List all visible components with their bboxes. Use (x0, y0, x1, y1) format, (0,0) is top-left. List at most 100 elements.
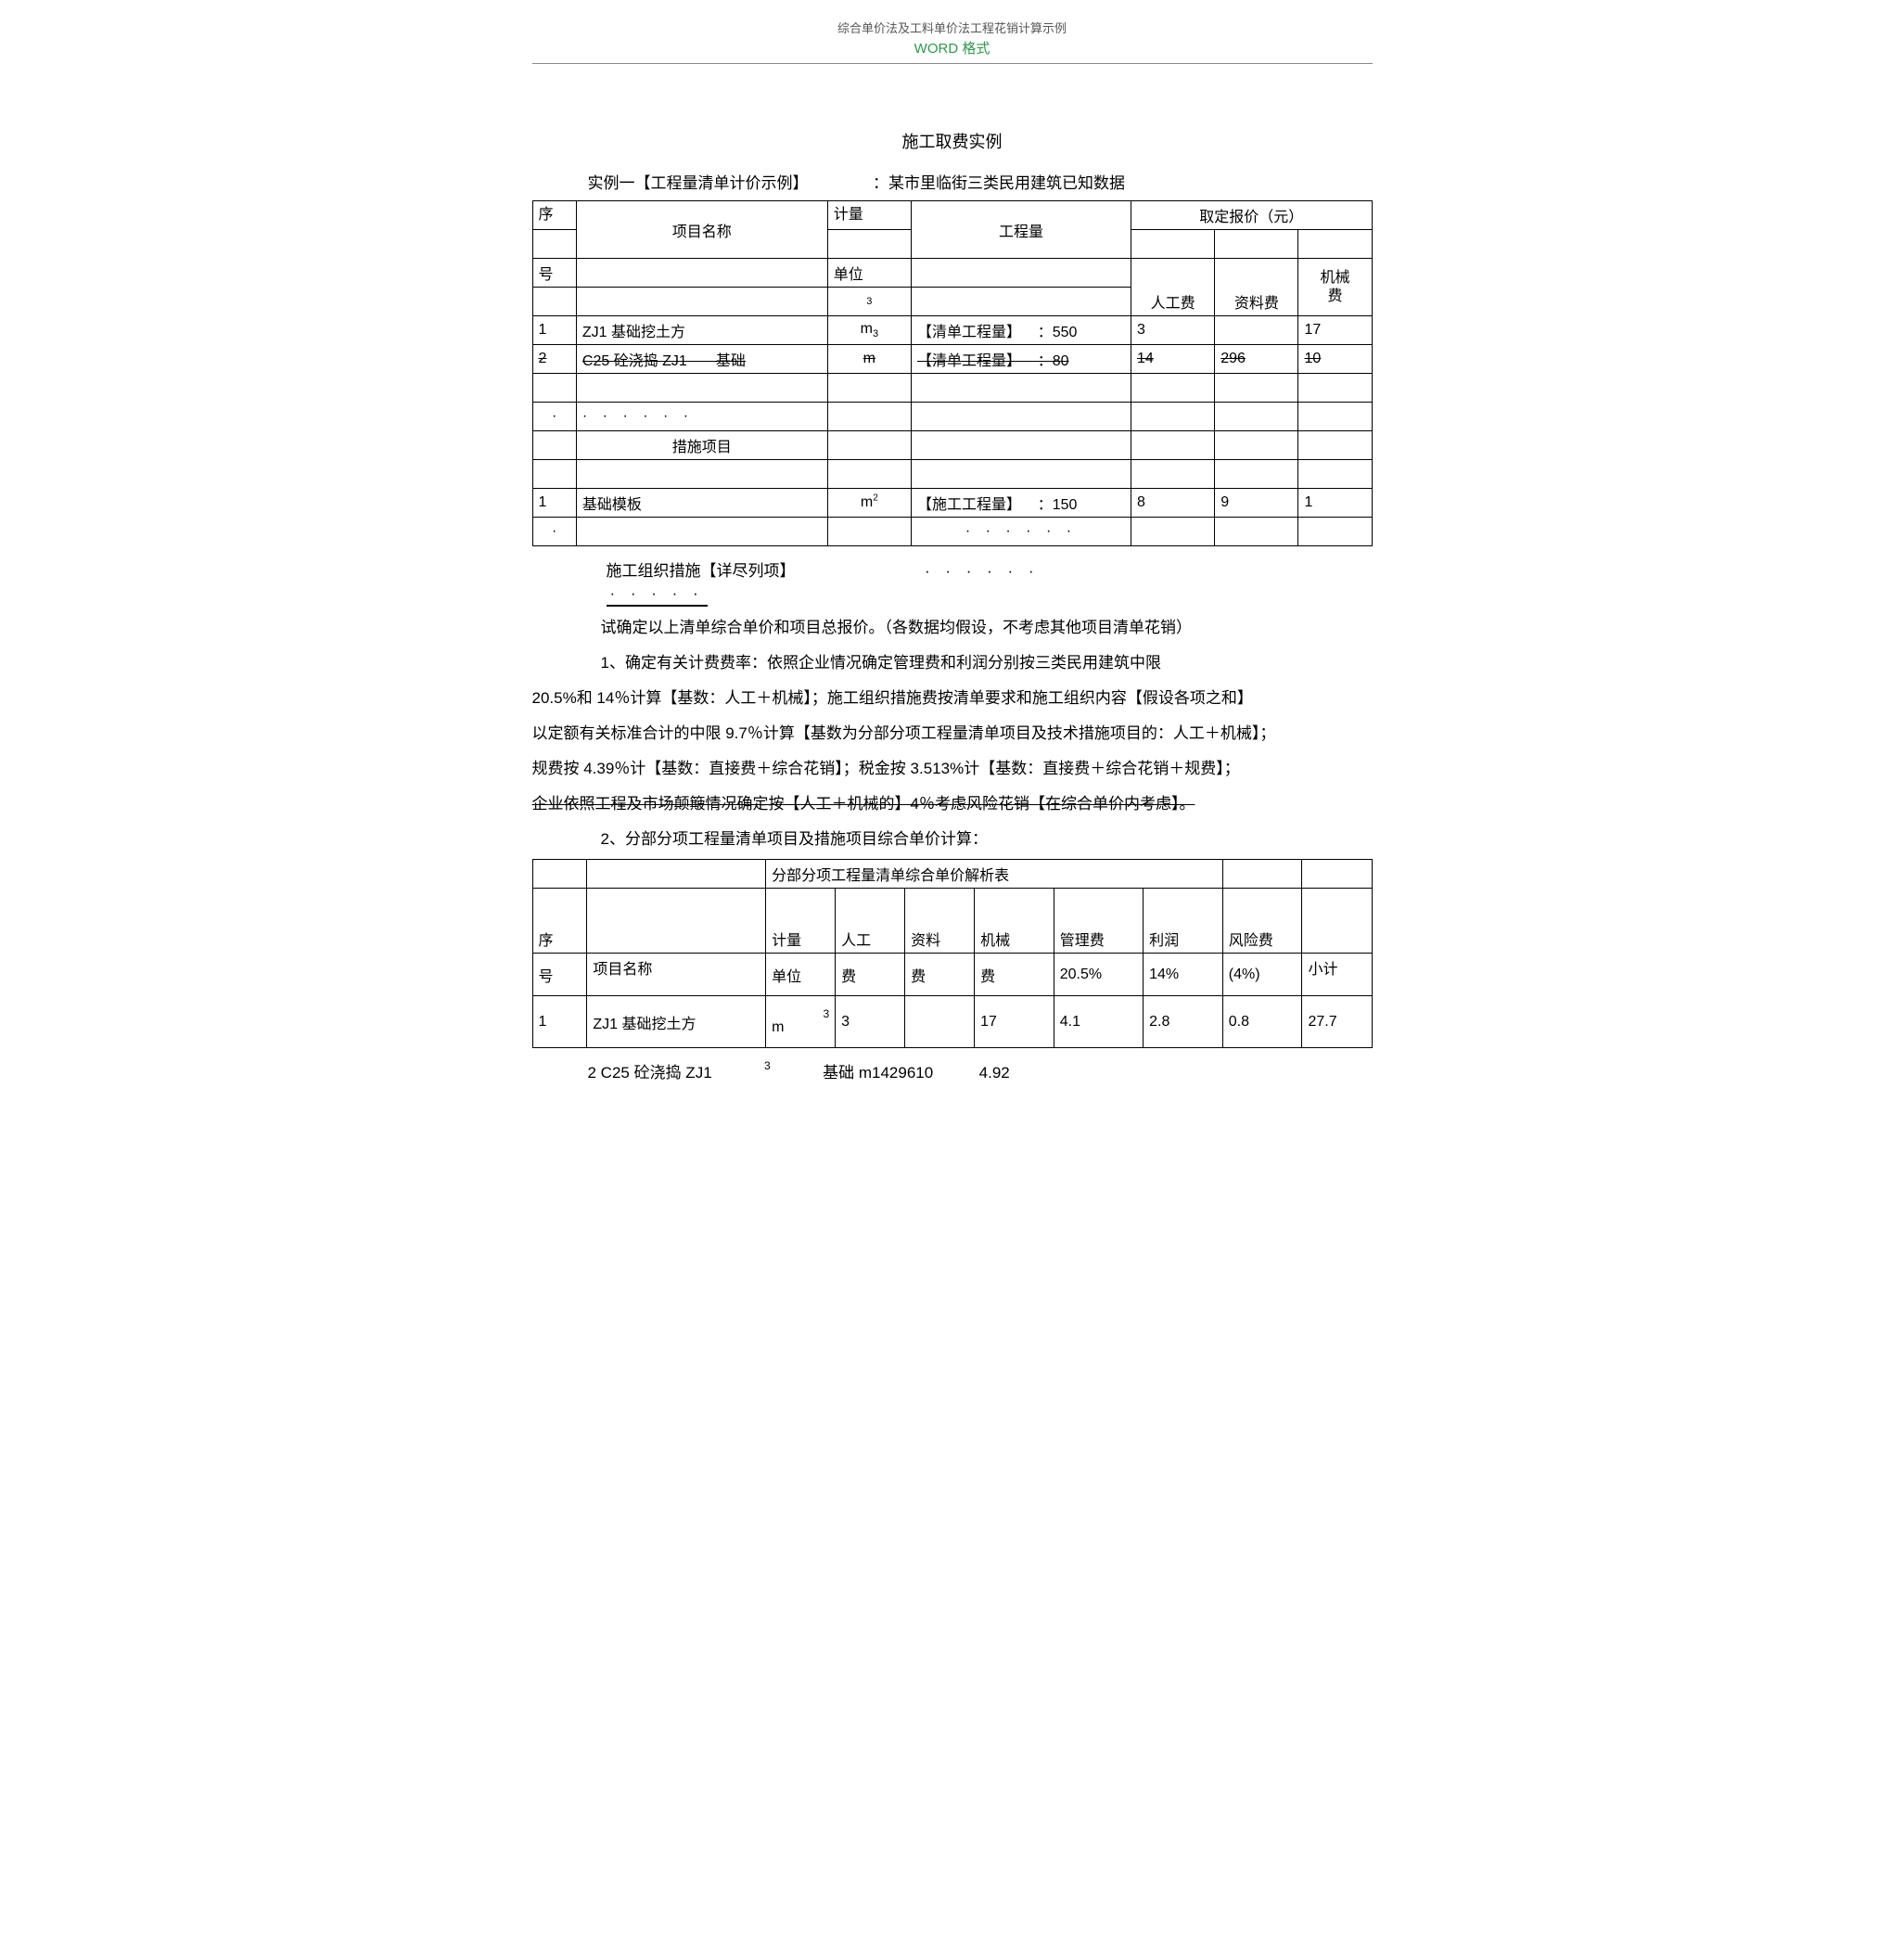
table-row (532, 374, 1372, 403)
row-unit: 3 m (766, 996, 836, 1048)
table-row: 序 项目名称 计量 工程量 取定报价（元） (532, 201, 1372, 230)
bullet: · (532, 518, 576, 546)
col-unit: 计量 (766, 889, 836, 954)
analysis-table: 分部分项工程量清单综合单价解析表 序 计量 人工 资料 机械 管理费 利润 风险… (532, 859, 1373, 1048)
dots: · · · · · · (911, 518, 1131, 546)
col-mat-bot: 费 (905, 954, 975, 996)
row-name: 基础模板 (576, 489, 827, 518)
table-row: 措施项目 (532, 431, 1372, 460)
row-qty: 【清单工程量】 ：550 (911, 316, 1131, 345)
body-para: 规费按 4.39％计【基数：直接费＋综合花销】；税金按 3.513%计【基数：直… (532, 753, 1373, 785)
row-mach: 17 (975, 996, 1054, 1048)
col-price: 取定报价（元） (1131, 201, 1372, 230)
col-seq: 序 (532, 201, 576, 230)
table-row: 1 ZJ1 基础挖土方 m3 【清单工程量】 ：550 3 17 (532, 316, 1372, 345)
row-mgmt: 4.1 (1054, 996, 1143, 1048)
table-row: · · · · · · · (532, 403, 1372, 431)
document-page: 综合单价法及工料单价法工程花销计算示例 WORD 格式 施工取费实例 实例一【工… (477, 0, 1428, 1120)
col-name: 项目名称 (576, 201, 827, 259)
header-subtitle: WORD 格式 (532, 38, 1373, 58)
col-labor: 人工费 (1131, 259, 1214, 316)
col-risk-pct: (4%) (1222, 954, 1302, 996)
document-header: 综合单价法及工料单价法工程花销计算示例 WORD 格式 (532, 19, 1373, 64)
measures-heading: 措施项目 (576, 431, 827, 460)
row-mat (1215, 316, 1298, 345)
table-row: 号 单位 人工费 资料费 机械 费 (532, 259, 1372, 288)
example-intro: 实例一【工程量清单计价示例】 ：某市里临街三类民用建筑已知数据 (588, 170, 1373, 193)
col-name: 项目名称 (587, 954, 766, 996)
row-mat: 9 (1215, 489, 1298, 518)
row-labor: 3 (1131, 316, 1214, 345)
body-para-strike: 企业依照工程及市场颠簸情况确定按【人工＋机械的】4％考虑风险花销【在综合单价内考… (532, 788, 1373, 820)
row-unit: m3 (827, 316, 911, 345)
col-unit-bot: 单位 (827, 259, 911, 288)
note-underline: · · · · · (607, 584, 708, 607)
bullet: · (532, 403, 576, 431)
table2-title: 分部分项工程量清单综合单价解析表 (766, 860, 1223, 889)
row-unit: m2 (827, 489, 911, 518)
row-labor: 3 (836, 996, 905, 1048)
table-row: 1 基础模板 m2 【施工工程量】 ：150 8 9 1 (532, 489, 1372, 518)
col-machine: 机械 费 (1298, 259, 1372, 316)
col-unit: 计量 (827, 201, 911, 230)
row-unit: m (827, 345, 911, 374)
col-material: 资料费 (1215, 259, 1298, 316)
row-risk: 0.8 (1222, 996, 1302, 1048)
header-title: 综合单价法及工料单价法工程花销计算示例 (532, 19, 1373, 36)
body-para: 试确定以上清单综合单价和项目总报价。（各数据均假设，不考虑其他项目清单花销） (569, 612, 1373, 644)
footer-b: 基础 m1429610 (823, 1064, 933, 1082)
col-risk: 风险费 (1222, 889, 1302, 954)
row-mach: 10 (1298, 345, 1372, 374)
row-sub: 27.7 (1302, 996, 1372, 1048)
table-row: · · · · · · · (532, 518, 1372, 546)
row-no: 1 (532, 489, 576, 518)
body-para: 1、确定有关计费费率：依照企业情况确定管理费和利润分别按三类民用建筑中限 (569, 647, 1373, 679)
row-mat: 296 (1215, 345, 1298, 374)
row-mat (905, 996, 975, 1048)
note-dots: · · · · · · (925, 562, 1040, 580)
col-mat: 资料 (905, 889, 975, 954)
note-text: 施工组织措施【详尽列项】 (607, 562, 796, 580)
body-para: 2、分部分项工程量清单项目及措施项目综合单价计算： (569, 824, 1373, 855)
row-profit: 2.8 (1144, 996, 1223, 1048)
row-mach: 1 (1298, 489, 1372, 518)
table-row (532, 460, 1372, 489)
quotation-table: 序 项目名称 计量 工程量 取定报价（元） 号 单位 人工费 资料费 机械 费 … (532, 200, 1373, 546)
row-qty: 【施工工程量】 ：150 (911, 489, 1131, 518)
dots: · · · · · · (576, 403, 827, 431)
example-label: 实例一【工程量清单计价示例】 (588, 174, 809, 192)
measures-note: 施工组织措施【详尽列项】 · · · · · · · · · · · (607, 557, 1373, 607)
col-seq: 序 (532, 889, 587, 954)
col-mgmt: 管理费 (1054, 889, 1143, 954)
col-labor-bot: 费 (836, 954, 905, 996)
row-no: 1 (532, 996, 587, 1048)
row-labor: 8 (1131, 489, 1214, 518)
col-profit: 利润 (1144, 889, 1223, 954)
example-desc: ：某市里临街三类民用建筑已知数据 (873, 174, 1125, 192)
section-title: 施工取费实例 (532, 129, 1373, 153)
footer-c: 4.92 (979, 1064, 1010, 1082)
body-para: 以定额有关标准合计的中限 9.7％计算【基数为分部分项工程量清单项目及技术措施项… (532, 718, 1373, 749)
col-mach-bot: 费 (975, 954, 1054, 996)
table-row: 号 项目名称 单位 费 费 费 20.5% 14% (4%) 小计 (532, 954, 1372, 996)
col-mgmt-pct: 20.5% (1054, 954, 1143, 996)
col-subtotal: 小计 (1302, 954, 1372, 996)
col-seq-bot: 号 (532, 954, 587, 996)
col-profit-pct: 14% (1144, 954, 1223, 996)
row-mach: 17 (1298, 316, 1372, 345)
row-labor: 14 (1131, 345, 1214, 374)
col-mach: 机械 (975, 889, 1054, 954)
row-name: ZJ1 基础挖土方 (587, 996, 766, 1048)
footer-a: 2 C25 砼浇捣 ZJ1 (588, 1064, 712, 1082)
table-row: 2 C25 砼浇捣 ZJ1 基础 m 【清单工程量】 ：80 14 296 10 (532, 345, 1372, 374)
row-name: C25 砼浇捣 ZJ1 基础 (576, 345, 827, 374)
row-name: ZJ1 基础挖土方 (576, 316, 827, 345)
col-qty: 工程量 (911, 201, 1131, 259)
body-para: 20.5%和 14％计算【基数：人工＋机械】；施工组织措施费按清单要求和施工组织… (532, 683, 1373, 714)
col-labor: 人工 (836, 889, 905, 954)
row-no: 1 (532, 316, 576, 345)
row-no: 2 (532, 345, 576, 374)
footer-sup: 3 (716, 1059, 818, 1072)
table-row: 分部分项工程量清单综合单价解析表 (532, 860, 1372, 889)
col-seq-bot: 号 (532, 259, 576, 288)
